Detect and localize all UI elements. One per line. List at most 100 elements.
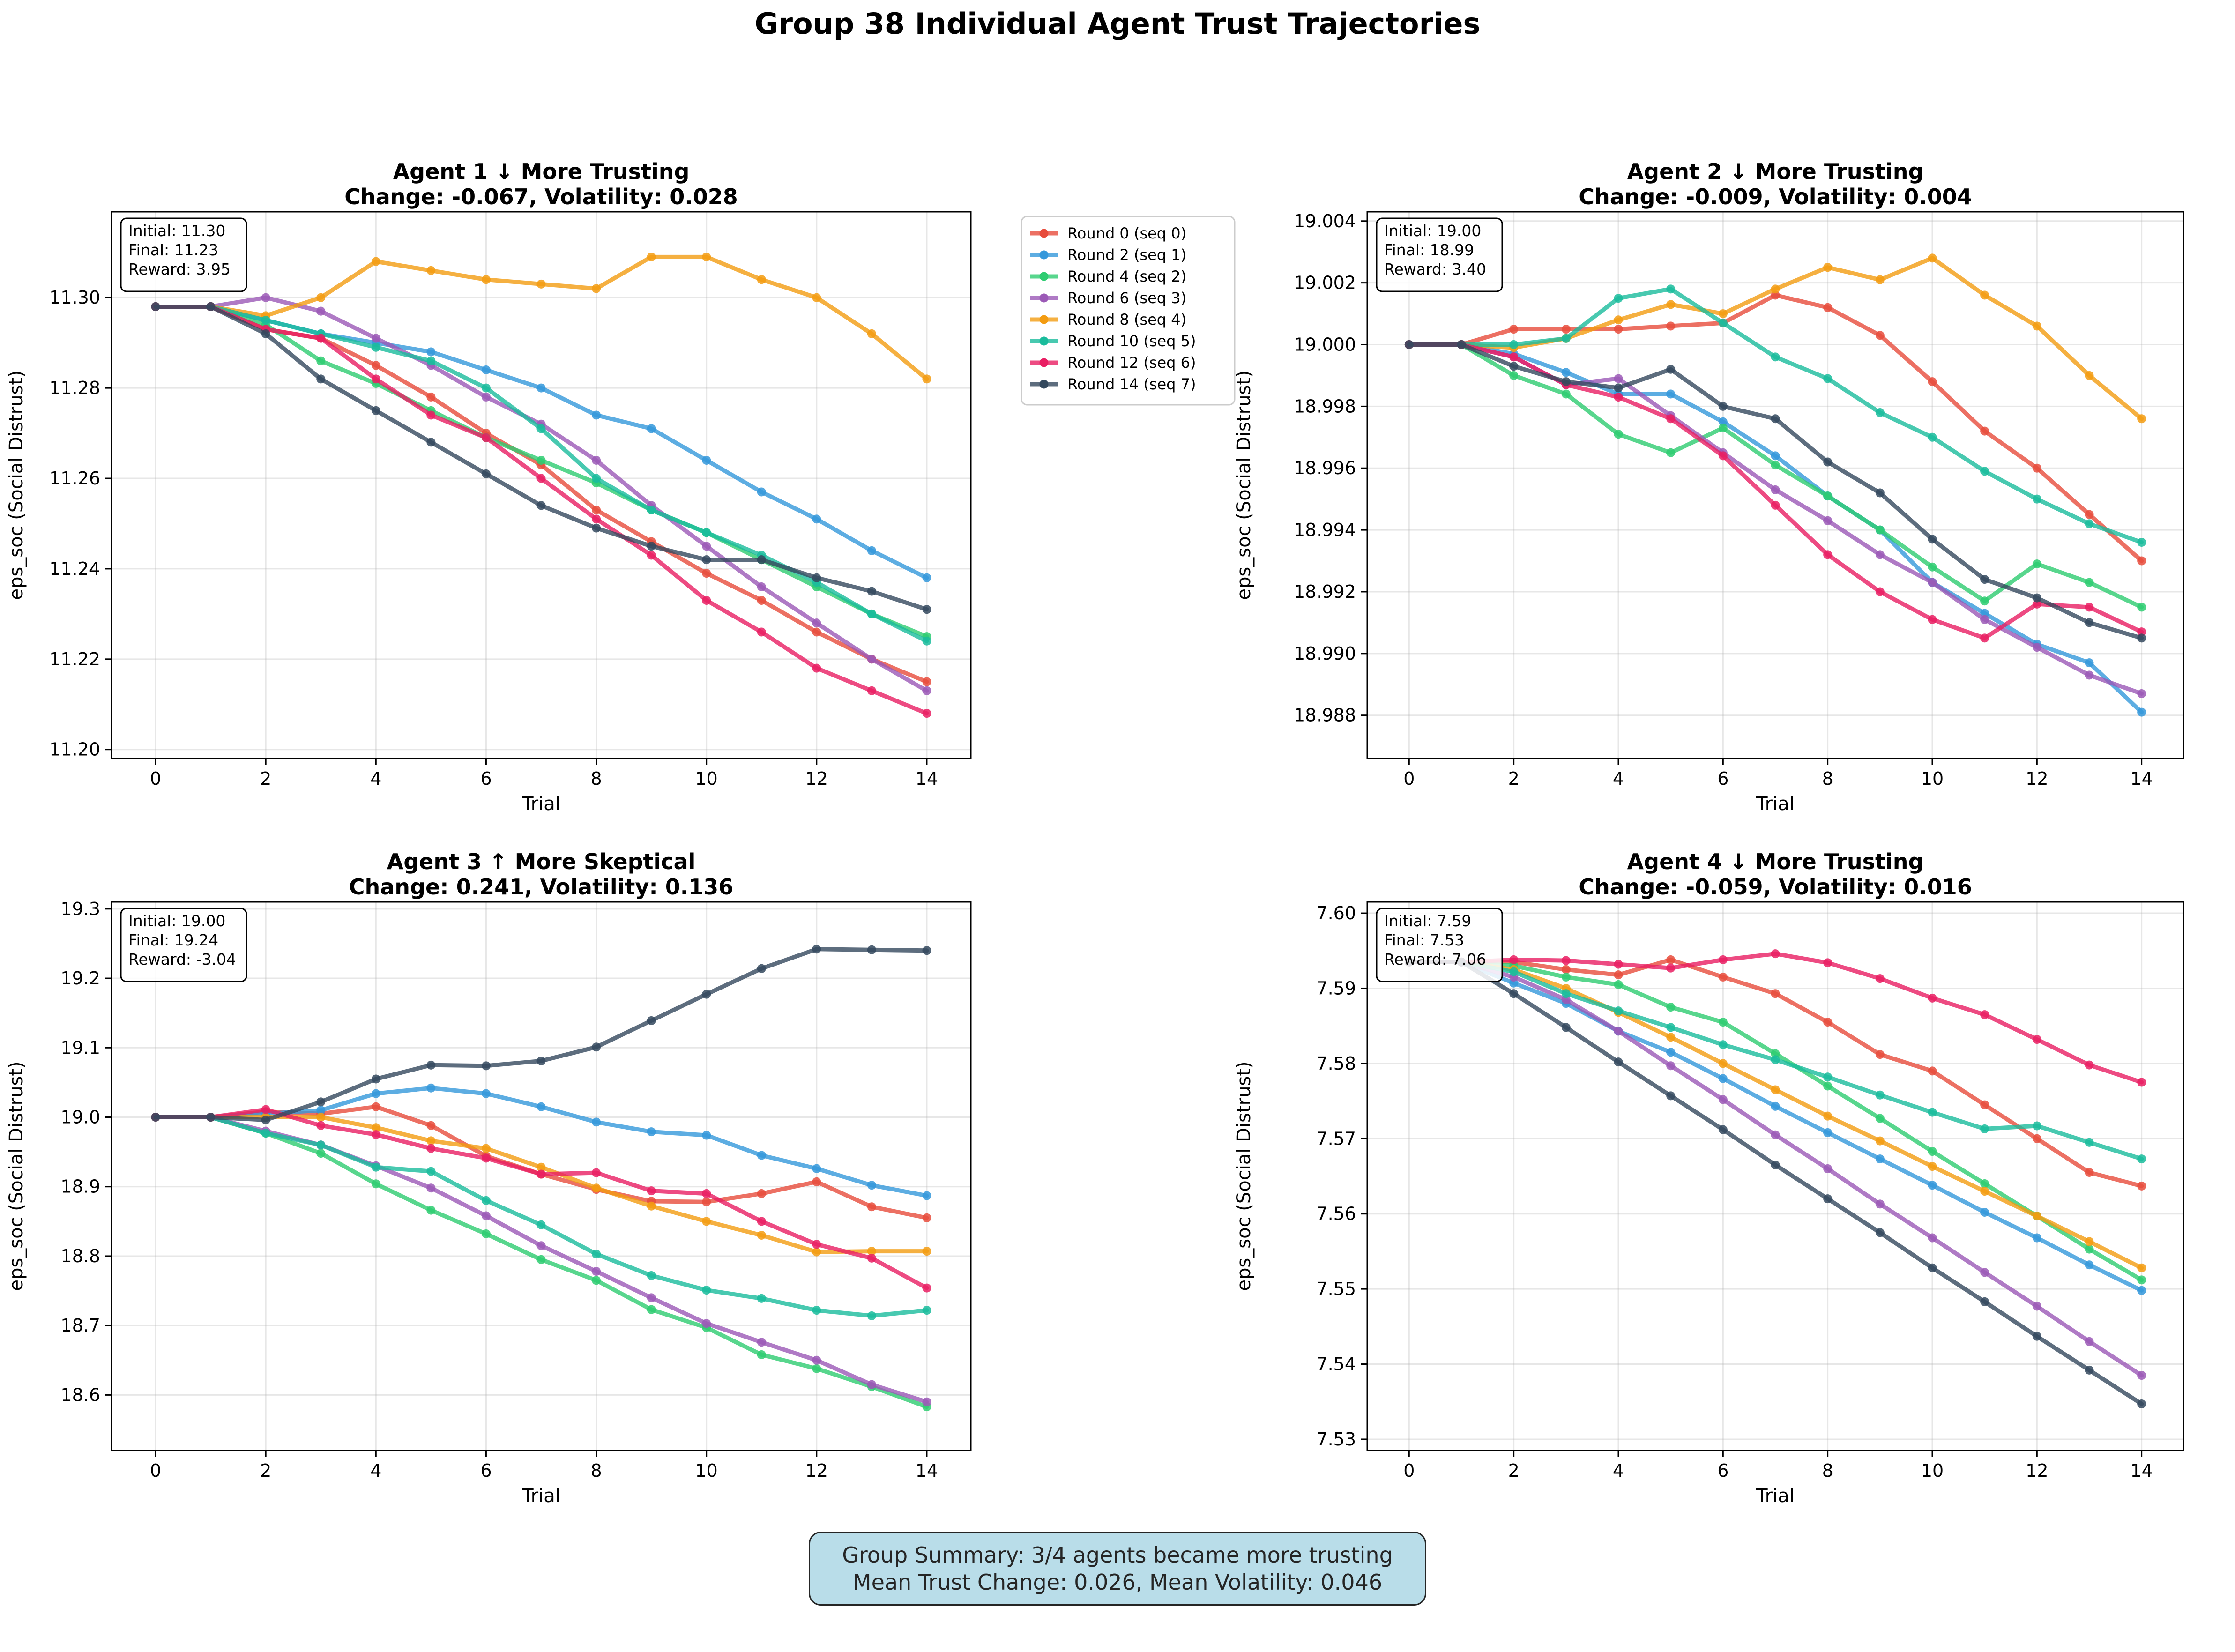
subplot-agent-4: 0 2 4 6 8 10 12 14 7.53 7.54 7.55 7.56 7.57 7.58 7.59 7… <box>1233 849 2184 1507</box>
data-point <box>1666 365 1676 374</box>
info-box <box>120 217 247 292</box>
y-tick-label: 11.28 <box>49 378 100 398</box>
data-point <box>647 1127 656 1137</box>
data-point <box>2085 1237 2094 1246</box>
data-point <box>867 609 876 618</box>
data-point <box>867 1253 876 1263</box>
y-tick-label: 19.3 <box>60 899 100 919</box>
data-point <box>1771 1101 1780 1111</box>
data-point <box>2085 618 2094 627</box>
data-point <box>1823 1072 1833 1082</box>
data-point <box>426 1167 436 1176</box>
data-point <box>1561 325 1571 334</box>
data-point <box>757 1294 766 1303</box>
data-point <box>1561 956 1571 965</box>
legend-marker <box>1039 315 1049 324</box>
data-point <box>2137 689 2146 699</box>
data-point <box>2032 559 2041 569</box>
x-tick-label: 8 <box>1822 1460 1833 1481</box>
data-point <box>2137 633 2146 643</box>
data-point <box>1614 383 1623 393</box>
y-tick-label: 18.996 <box>1294 458 1356 478</box>
info-line: Reward: 3.95 <box>128 260 231 278</box>
data-point <box>481 1229 491 1239</box>
x-tick-label: 4 <box>1613 768 1624 789</box>
data-point <box>1771 1160 1780 1169</box>
data-point <box>1614 374 1623 383</box>
subplot-agent-2: 0 2 4 6 8 10 12 14 18.988 18.990 18.992 18.994 18.99… <box>1233 159 2184 815</box>
x-tick-label: 8 <box>1822 768 1833 789</box>
data-point <box>1771 485 1780 494</box>
data-point <box>702 252 711 261</box>
subplot-agent-3: 0 2 4 6 8 10 12 14 18.6 18.7 18.8 18.9 19.0 19.1 19.2 1… <box>6 849 972 1507</box>
data-point <box>867 1181 876 1190</box>
data-point <box>757 627 766 637</box>
data-point <box>1771 284 1780 294</box>
plot-frame <box>111 901 972 1451</box>
data-point <box>647 1186 656 1196</box>
data-point <box>1771 1085 1780 1094</box>
data-point <box>426 1083 436 1093</box>
data-point <box>812 1177 821 1186</box>
data-point <box>1823 1194 1833 1204</box>
data-point <box>1771 414 1780 424</box>
subplot-subtitle: Change: 0.241, Volatility: 0.136 <box>349 874 734 900</box>
data-point <box>1875 1199 1885 1209</box>
data-point <box>1823 550 1833 559</box>
data-point <box>1666 389 1676 399</box>
x-tick-label: 0 <box>150 768 161 789</box>
data-point <box>371 1179 380 1189</box>
data-point <box>592 1267 601 1276</box>
x-tick-label: 8 <box>590 768 602 789</box>
y-axis-label: eps_soc (Social Distrust) <box>1233 370 1255 600</box>
series-line-2 <box>1407 342 2144 714</box>
data-point <box>1509 362 1519 371</box>
data-point <box>1875 1136 1885 1146</box>
data-point <box>1614 980 1623 989</box>
y-tick-label: 11.20 <box>49 739 100 760</box>
data-point <box>1928 1108 1937 1117</box>
x-tick-label: 12 <box>805 1460 828 1481</box>
data-point <box>647 1016 656 1025</box>
x-tick-label: 14 <box>916 1460 938 1481</box>
data-point <box>1561 965 1571 974</box>
data-point <box>922 686 931 695</box>
plot-frame <box>1366 901 2184 1451</box>
y-tick-label: 7.55 <box>1316 1279 1356 1299</box>
data-point <box>1614 430 1623 439</box>
data-point <box>481 1196 491 1205</box>
data-point <box>1928 993 1937 1003</box>
data-point <box>1404 340 1414 350</box>
data-point <box>1666 284 1676 294</box>
data-point <box>371 1102 380 1111</box>
data-point <box>867 655 876 664</box>
data-point <box>1561 334 1571 343</box>
y-tick-label: 19.2 <box>60 968 100 989</box>
data-point <box>316 1097 326 1107</box>
data-point <box>2085 1138 2094 1147</box>
data-point <box>2137 707 2146 717</box>
data-point <box>1823 491 1833 501</box>
data-point <box>1666 414 1676 424</box>
x-tick-label: 4 <box>1613 1460 1624 1481</box>
data-point <box>371 1074 380 1084</box>
y-tick-label: 18.9 <box>60 1176 100 1197</box>
data-point <box>592 523 601 533</box>
data-point <box>757 487 766 497</box>
data-point <box>592 1276 601 1285</box>
data-point <box>867 546 876 555</box>
info-line: Final: 18.99 <box>1384 241 1474 259</box>
data-point <box>702 1217 711 1226</box>
data-point <box>1875 1050 1885 1059</box>
legend-marker <box>1039 272 1049 281</box>
data-point <box>371 1089 380 1098</box>
data-point <box>316 1140 326 1150</box>
data-point <box>867 1311 876 1320</box>
data-point <box>2085 1260 2094 1270</box>
data-point <box>702 542 711 551</box>
data-point <box>536 455 546 465</box>
data-point <box>1875 1090 1885 1100</box>
data-point <box>1614 325 1623 334</box>
series-line-8 <box>1407 960 2144 1406</box>
